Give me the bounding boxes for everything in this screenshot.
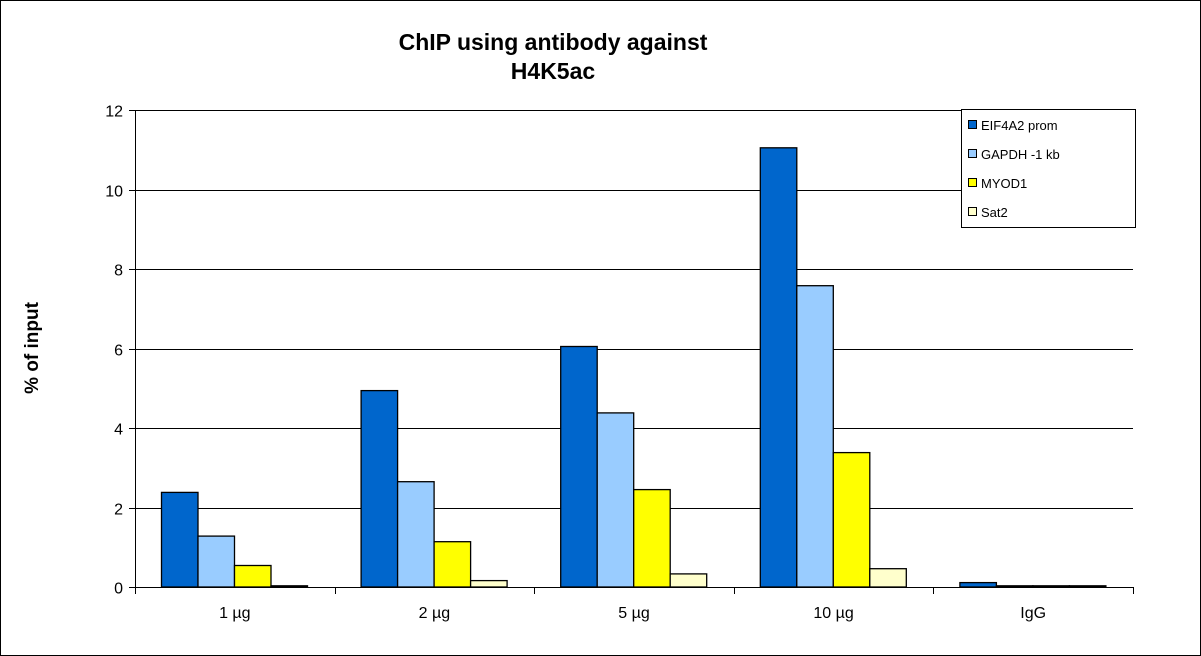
chart-title-line-1: ChIP using antibody against xyxy=(399,29,708,55)
bar-sat2-3 xyxy=(869,568,907,588)
y-axis-label: % of input xyxy=(22,301,43,393)
bar-myod1-1 xyxy=(433,541,472,588)
y-tick-label: 8 xyxy=(114,263,123,280)
bar-eif4a2-prom-1 xyxy=(360,389,399,588)
legend-swatch xyxy=(968,178,977,187)
bar-gapdh-1-kb-0 xyxy=(197,535,236,588)
bar-myod1-2 xyxy=(633,488,671,588)
bar-gapdh-1-kb-4 xyxy=(995,585,1034,588)
bar-eif4a2-prom-3 xyxy=(759,147,798,588)
y-tick-label: 0 xyxy=(114,581,123,598)
bar-eif4a2-prom-4 xyxy=(959,581,998,588)
axes xyxy=(129,110,1134,594)
legend-label: EIF4A2 prom xyxy=(981,118,1058,133)
legend-swatch xyxy=(968,149,977,158)
legend-label: Sat2 xyxy=(981,205,1008,220)
y-tick-label: 2 xyxy=(114,502,123,519)
y-tick-label: 10 xyxy=(105,184,123,201)
chart-title-line-2: H4K5ac xyxy=(511,58,596,84)
bar-gapdh-1-kb-1 xyxy=(396,481,435,588)
legend-label: MYOD1 xyxy=(981,176,1027,191)
bar-myod1-3 xyxy=(832,451,871,588)
legend-swatch xyxy=(968,207,977,216)
x-tick-label: IgG xyxy=(1020,605,1046,622)
bar-sat2-2 xyxy=(669,573,708,588)
bar-eif4a2-prom-0 xyxy=(160,491,199,588)
bar-myod1-4 xyxy=(1032,585,1071,588)
legend-label: GAPDH -1 kb xyxy=(981,147,1060,162)
bar-gapdh-1-kb-2 xyxy=(596,412,635,588)
legend: EIF4A2 prom GAPDH -1 kb MYOD1 Sat2 xyxy=(961,109,1136,228)
x-tick-label: 5 µg xyxy=(618,605,649,622)
bar-sat2-1 xyxy=(469,579,508,588)
x-tick-label: 1 µg xyxy=(219,605,250,622)
bar-sat2-4 xyxy=(1068,585,1107,588)
x-tick-label: 10 µg xyxy=(813,605,853,622)
legend-box xyxy=(961,109,1136,228)
y-tick-label: 4 xyxy=(114,422,123,439)
bar-eif4a2-prom-2 xyxy=(560,345,598,588)
tick-labels: 0 2 4 6 8 10 12 1 µg 2 µg 5 µg 10 µg IgG xyxy=(105,104,1046,623)
bars xyxy=(160,147,1107,588)
legend-items: EIF4A2 prom GAPDH -1 kb MYOD1 Sat2 xyxy=(968,118,1060,220)
y-tick-label: 12 xyxy=(105,104,123,121)
bar-sat2-0 xyxy=(270,585,309,588)
legend-swatch xyxy=(968,120,977,129)
bar-gapdh-1-kb-3 xyxy=(796,285,834,588)
bar-myod1-0 xyxy=(233,564,272,588)
y-tick-label: 6 xyxy=(114,343,123,360)
x-tick-label: 2 µg xyxy=(419,605,450,622)
